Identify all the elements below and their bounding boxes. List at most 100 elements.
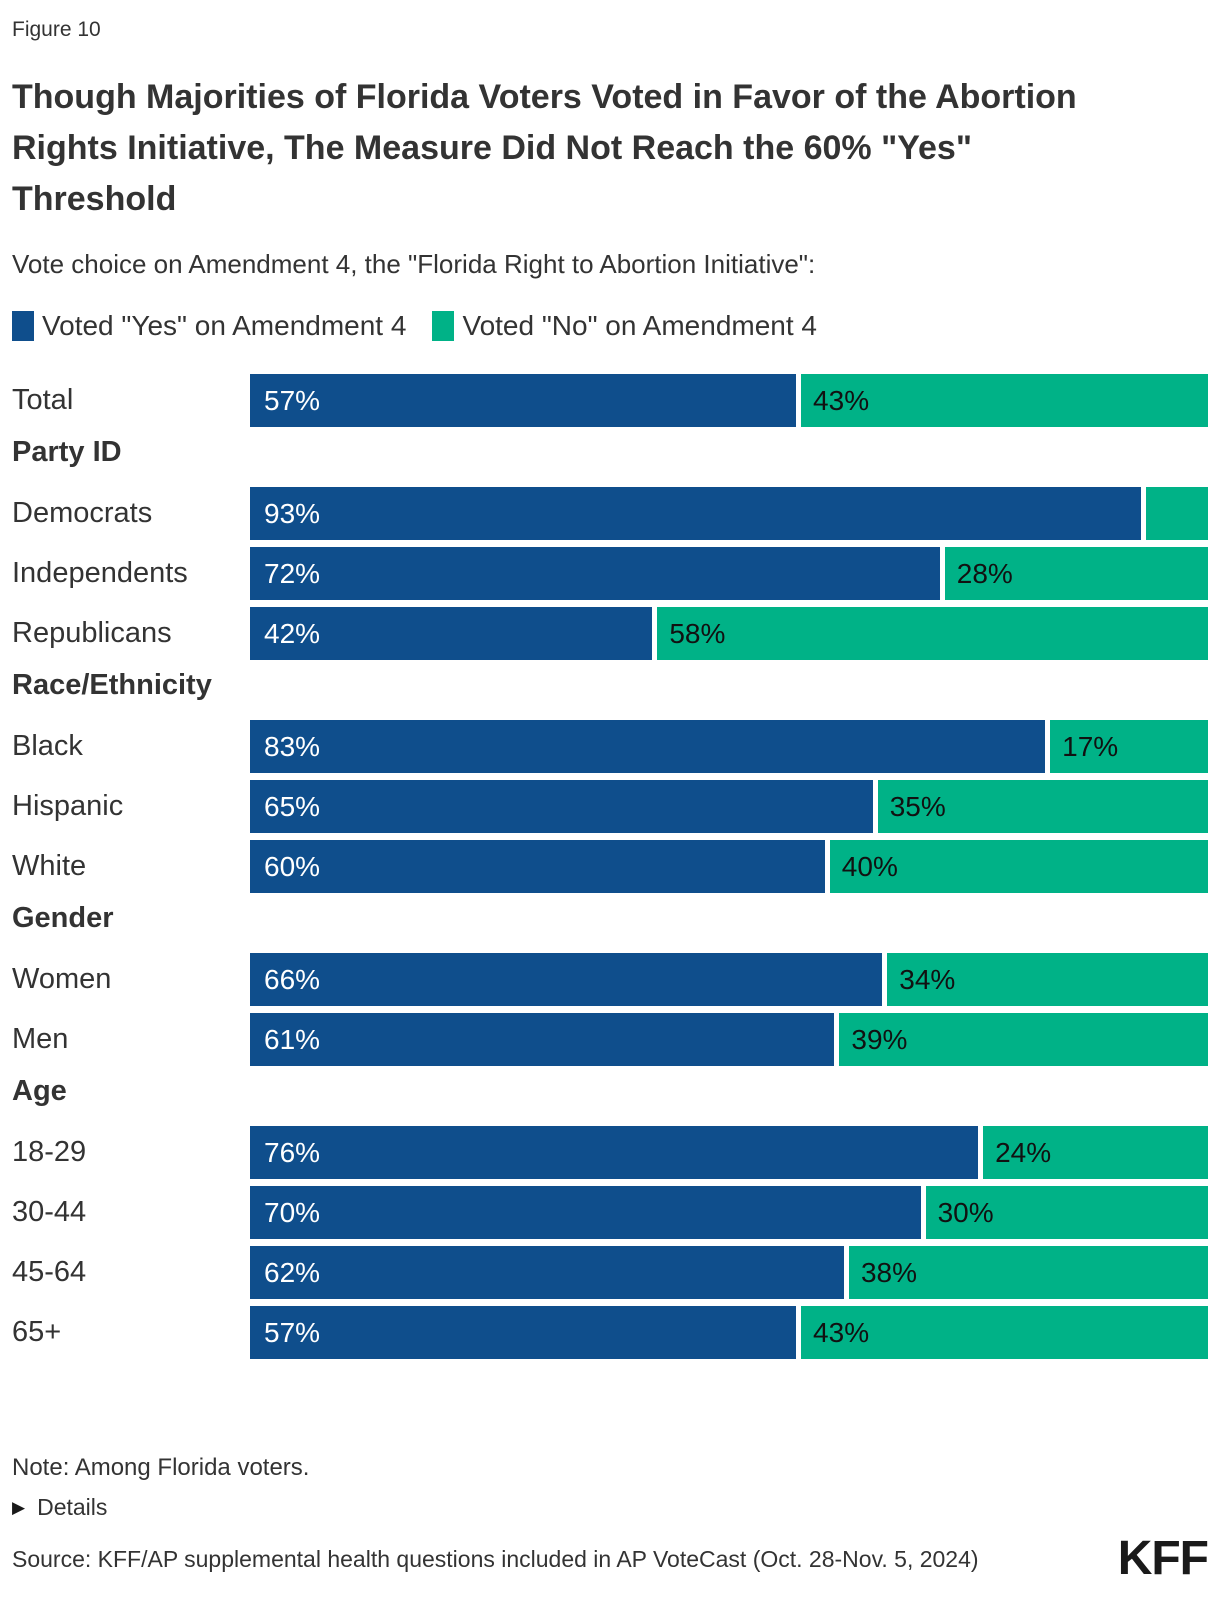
yes-value-label: 72% xyxy=(264,559,321,588)
bar-track: 62% 38% xyxy=(250,1246,1208,1299)
no-segment: 30% xyxy=(925,1186,1208,1239)
no-value-label: 28% xyxy=(956,559,1013,588)
no-value-label: 43% xyxy=(813,1318,870,1347)
yes-value-label: 57% xyxy=(264,1318,321,1347)
yes-segment: 66% xyxy=(250,953,883,1006)
bar-row: Black 83% 17% xyxy=(12,720,1208,773)
expand-triangle-icon: ▶ xyxy=(12,1498,26,1517)
legend: Voted "Yes" on Amendment 4 Voted "No" on… xyxy=(12,310,1208,342)
bar-track: 57% 43% xyxy=(250,1306,1208,1359)
bar-track: 42% 58% xyxy=(250,607,1208,660)
figure-page: Figure 10 Though Majorities of Florida V… xyxy=(12,18,1209,1583)
no-value-label: 43% xyxy=(813,386,870,415)
yes-value-label: 76% xyxy=(264,1138,321,1167)
bar-track: 61% 39% xyxy=(250,1013,1208,1066)
bar-row: 45-64 62% 38% xyxy=(12,1246,1208,1299)
row-label: Men xyxy=(12,1023,69,1055)
yes-value-label: 61% xyxy=(264,1025,321,1054)
yes-segment: 62% xyxy=(250,1246,844,1299)
no-segment: 58% xyxy=(657,607,1208,660)
details-toggle[interactable]: ▶ Details xyxy=(12,1494,107,1521)
section-header: Party ID xyxy=(12,435,122,468)
no-value-label: 39% xyxy=(851,1025,908,1054)
bar-row: Women 66% 34% xyxy=(12,953,1208,1006)
yes-value-label: 57% xyxy=(264,386,321,415)
bar-row: White 60% 40% xyxy=(12,840,1208,893)
row-label: Total xyxy=(12,384,74,416)
stacked-bar-chart: Total 57% 43% Party ID Democrats 93% Independe… xyxy=(12,374,1208,1359)
source-row: Source: KFF/AP supplemental health quest… xyxy=(12,1535,1209,1583)
bar-track: 70% 30% xyxy=(250,1186,1208,1239)
no-segment: 43% xyxy=(801,1306,1208,1359)
bar-row: 30-44 70% 30% xyxy=(12,1186,1208,1239)
bar-track: 57% 43% xyxy=(250,374,1208,427)
chart-title: Though Majorities of Florida Voters Vote… xyxy=(12,78,1077,218)
bar-row: Democrats 93% xyxy=(12,487,1208,540)
yes-segment: 70% xyxy=(250,1186,921,1239)
bar-row: Hispanic 65% 35% xyxy=(12,780,1208,833)
yes-value-label: 65% xyxy=(264,792,321,821)
yes-segment: 57% xyxy=(250,374,797,427)
yes-segment: 60% xyxy=(250,840,825,893)
yes-value-label: 83% xyxy=(264,732,321,761)
row-label: Democrats xyxy=(12,497,153,529)
no-value-label: 35% xyxy=(889,792,946,821)
bar-track: 93% xyxy=(250,487,1208,540)
no-segment: 28% xyxy=(944,547,1208,600)
source-text: Source: KFF/AP supplemental health quest… xyxy=(12,1545,979,1572)
no-segment: 24% xyxy=(983,1126,1208,1179)
yes-segment: 93% xyxy=(250,487,1141,540)
yes-segment: 83% xyxy=(250,720,1046,773)
bar-track: 72% 28% xyxy=(250,547,1208,600)
no-segment: 17% xyxy=(1050,720,1208,773)
row-label: 18-29 xyxy=(12,1136,87,1168)
yes-value-label: 60% xyxy=(264,852,321,881)
figure-number: Figure 10 xyxy=(12,18,101,41)
legend-label-yes: Voted "Yes" on Amendment 4 xyxy=(42,310,407,341)
bar-track: 65% 35% xyxy=(250,780,1208,833)
chart-subtitle: Vote choice on Amendment 4, the "Florida… xyxy=(12,249,816,279)
row-label: 65+ xyxy=(12,1316,62,1348)
yes-segment: 76% xyxy=(250,1126,979,1179)
no-segment: 40% xyxy=(829,840,1208,893)
yes-segment: 61% xyxy=(250,1013,835,1066)
yes-value-label: 66% xyxy=(264,965,321,994)
bar-row: 65+ 57% 43% xyxy=(12,1306,1208,1359)
bar-row: Men 61% 39% xyxy=(12,1013,1208,1066)
no-value-label: 40% xyxy=(841,852,898,881)
bar-row: 18-29 76% 24% xyxy=(12,1126,1208,1179)
details-label: Details xyxy=(37,1494,108,1520)
bar-row: Republicans 42% 58% xyxy=(12,607,1208,660)
row-label: Hispanic xyxy=(12,790,124,822)
yes-segment: 65% xyxy=(250,780,873,833)
legend-label-no: Voted "No" on Amendment 4 xyxy=(462,310,817,341)
bar-track: 76% 24% xyxy=(250,1126,1208,1179)
section-header: Race/Ethnicity xyxy=(12,668,212,701)
no-value-label: 24% xyxy=(995,1138,1052,1167)
no-value-label: 58% xyxy=(669,619,726,648)
no-value-label: 38% xyxy=(860,1258,917,1287)
yes-value-label: 42% xyxy=(264,619,321,648)
row-label: Women xyxy=(12,963,112,995)
legend-swatch-no xyxy=(432,311,455,341)
bar-track: 60% 40% xyxy=(250,840,1208,893)
chart-note: Note: Among Florida voters. xyxy=(12,1454,310,1481)
row-label: White xyxy=(12,850,87,882)
bar-track: 83% 17% xyxy=(250,720,1208,773)
legend-item-yes: Voted "Yes" on Amendment 4 xyxy=(12,310,406,342)
row-label: Independents xyxy=(12,557,188,589)
no-segment: 35% xyxy=(877,780,1208,833)
legend-swatch-yes xyxy=(12,311,34,341)
no-value-label: 17% xyxy=(1062,732,1119,761)
row-label: 45-64 xyxy=(12,1256,87,1288)
yes-segment: 72% xyxy=(250,547,940,600)
yes-segment: 42% xyxy=(250,607,653,660)
yes-segment: 57% xyxy=(250,1306,797,1359)
no-segment: 38% xyxy=(848,1246,1208,1299)
yes-value-label: 70% xyxy=(264,1198,321,1227)
legend-item-no: Voted "No" on Amendment 4 xyxy=(432,310,817,342)
section-header: Age xyxy=(12,1074,67,1107)
no-value-label: 34% xyxy=(899,965,956,994)
no-segment: 34% xyxy=(887,953,1208,1006)
no-segment: 43% xyxy=(801,374,1208,427)
